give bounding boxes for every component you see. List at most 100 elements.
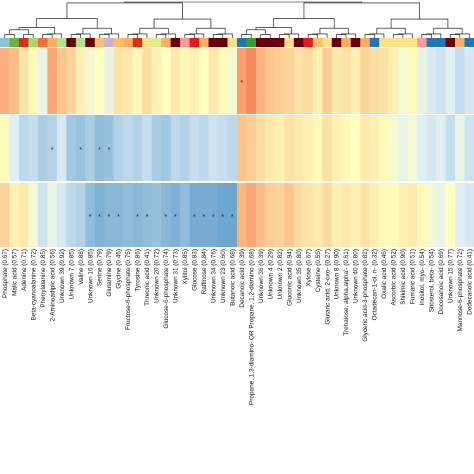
heatmap-cell (426, 48, 437, 114)
significance-star: * (231, 214, 234, 221)
heatmap-cell (417, 183, 427, 247)
heatmap-cell (199, 183, 209, 247)
column-label: Glucose-6-phosphate (0.74) (163, 249, 170, 329)
heatmap-cell (379, 115, 389, 181)
heatmap-cell (265, 115, 276, 181)
heatmap-cell (142, 183, 152, 247)
heatmap-cell (123, 183, 134, 247)
group-color-cell (303, 38, 314, 47)
heatmap-cell (293, 115, 304, 181)
heatmap-cell (331, 48, 342, 114)
column-label: Unknown 36 (0.39) (258, 249, 265, 303)
heatmap-cell (237, 183, 247, 247)
heatmap-cell (180, 183, 190, 247)
heatmap-cell (303, 183, 314, 247)
heatmap-cell (274, 48, 285, 114)
heatmap-cell (189, 183, 200, 247)
heatmap-cell (47, 115, 58, 181)
group-color-cell (104, 38, 115, 47)
heatmap-cell (37, 183, 48, 247)
heatmap-cell (379, 183, 389, 247)
heatmap-cell (398, 115, 408, 181)
heatmap-cell (360, 183, 371, 247)
significance-star: * (240, 80, 243, 87)
heatmap-cell (274, 115, 285, 181)
significance-star: * (98, 147, 101, 154)
column-label: Phosphate (0.67) (2, 249, 9, 298)
group-color-cell (123, 38, 134, 47)
group-color-cell (18, 38, 29, 47)
heatmap-cell (132, 115, 143, 181)
group-color-cell (255, 38, 266, 47)
group-color-cell (161, 38, 171, 47)
column-label: Cysteine (0.55) (315, 249, 322, 292)
group-color-cell (436, 38, 446, 47)
group-color-cell (208, 38, 219, 47)
heatmap-cell (407, 115, 418, 181)
heatmap-cell (199, 48, 209, 114)
heatmap-cell (85, 183, 96, 247)
heatmap-cell (180, 48, 190, 114)
group-color-cell (426, 38, 437, 47)
heatmap-cell (104, 48, 115, 114)
heatmap-cell (445, 48, 456, 114)
group-color-cell (237, 38, 247, 47)
column-label: Oxalic acid (0.46) (381, 249, 388, 299)
column-label: Malic acid (0.57) (11, 249, 18, 296)
group-color-cell (274, 38, 285, 47)
group-color-cell (85, 38, 96, 47)
heatmap-cell (436, 115, 446, 181)
heatmap-cell (331, 115, 342, 181)
heatmap-cell (132, 183, 143, 247)
heatmap-cell (312, 48, 323, 114)
column-label: Glucose (0.83) (192, 249, 199, 291)
heatmap-cell (28, 115, 39, 181)
heatmap-cell (56, 115, 67, 181)
heatmap-cell (284, 115, 295, 181)
heatmap-cell (445, 115, 456, 181)
group-color-cell (66, 38, 77, 47)
column-label: Glyceric acid-3-phosphate (0.82) (362, 249, 369, 342)
group-color-cell (312, 38, 323, 47)
heatmap-cell (464, 183, 474, 247)
group-color-cell (331, 38, 342, 47)
heatmap-cell (360, 115, 371, 181)
heatmap-cell (75, 48, 86, 114)
column-label: Gluconic acid (0.94) (286, 249, 293, 306)
heatmap-cell (322, 183, 333, 247)
group-color-cell (265, 38, 276, 47)
heatmap-cell (407, 183, 418, 247)
group-color-cell (398, 38, 408, 47)
group-color-cell (189, 38, 200, 47)
heatmap-cell (75, 183, 86, 247)
column-label: Unknown 20 (0.72) (154, 249, 161, 303)
group-color-cell (180, 38, 190, 47)
heatmap-cell (255, 115, 266, 181)
heatmap-cell (303, 48, 314, 114)
heatmap-cell (350, 183, 361, 247)
heatmap-cell (237, 48, 247, 114)
heatmap-cell (455, 183, 465, 247)
heatmap-cell (170, 48, 181, 114)
heatmap-cell (18, 48, 29, 114)
heatmap-cell (303, 115, 314, 181)
heatmap-cell (142, 48, 152, 114)
heatmap-cell (293, 48, 304, 114)
significance-star: * (202, 214, 205, 221)
significance-star: * (79, 147, 82, 154)
heatmap-cell (388, 48, 399, 114)
heatmap-cell (464, 48, 474, 114)
heatmap-cell (66, 115, 77, 181)
heatmap-cell (9, 183, 20, 247)
heatmap-cell (0, 183, 10, 247)
heatmap-cell (464, 115, 474, 181)
heatmap-cell (0, 48, 10, 114)
group-color-cell (132, 38, 143, 47)
significance-star: * (136, 214, 139, 221)
heatmap-cell (123, 115, 134, 181)
group-color-cell (75, 38, 86, 47)
heatmap-cell (123, 48, 134, 114)
significance-star: * (51, 147, 54, 154)
column-label: Raffinose (0.84) (201, 249, 208, 294)
group-color-bar (0, 38, 474, 47)
